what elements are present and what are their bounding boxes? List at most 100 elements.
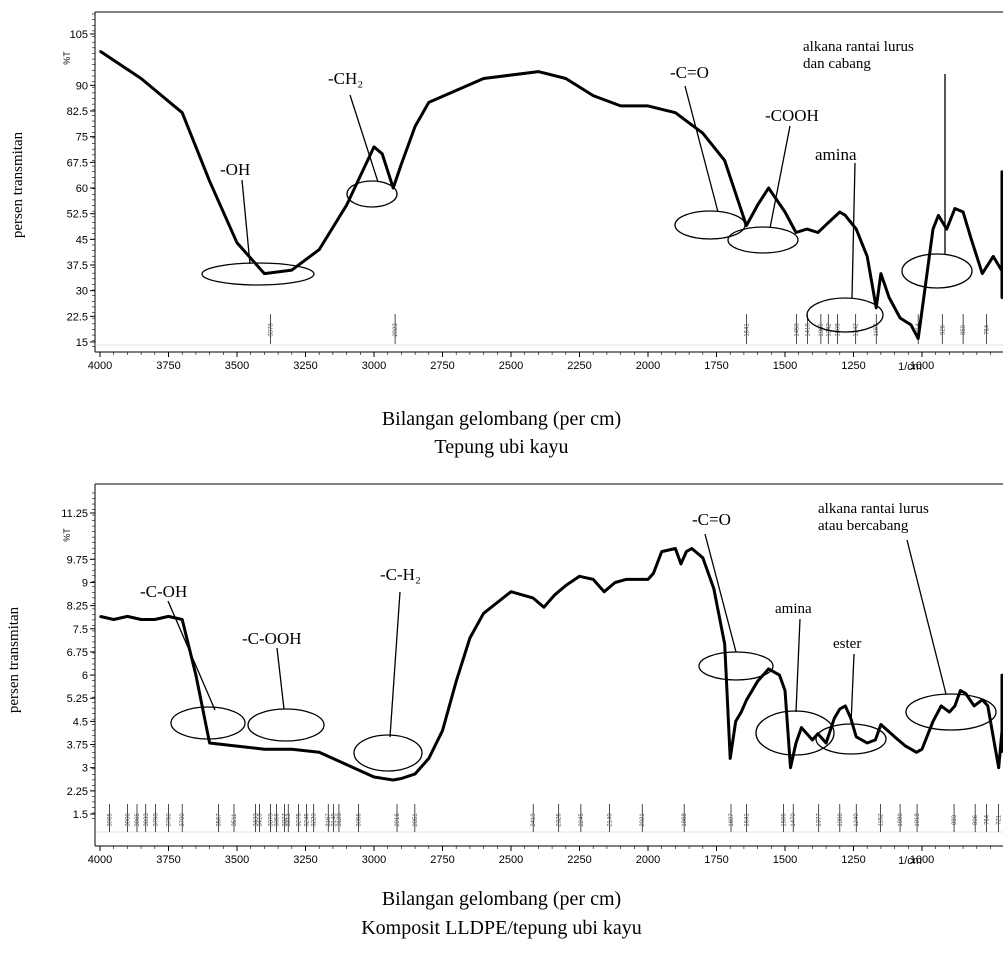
bottom-x-ticks: 4000 3750 3500 3250 3000 2750 2500 2250 2000 1750… bbox=[88, 846, 991, 866]
spectrum-point bbox=[510, 590, 512, 593]
y-tick-label: 2.25 bbox=[67, 786, 88, 798]
spectrum-point bbox=[469, 637, 471, 639]
spectrum-point bbox=[263, 272, 266, 275]
annotation-leader-ch2 bbox=[349, 94, 379, 183]
spectrum-point bbox=[888, 296, 890, 299]
x-tick-label: 1250 bbox=[841, 854, 865, 866]
spectrum-point bbox=[874, 739, 877, 741]
peak-label: 1641 bbox=[744, 323, 750, 337]
x-tick-label: 3500 bbox=[225, 360, 249, 372]
spectrum-point bbox=[195, 674, 197, 676]
y-tick-label: 4.5 bbox=[73, 716, 88, 728]
spectrum-point bbox=[713, 587, 715, 590]
spectrum-point bbox=[767, 187, 770, 189]
annotation-ellipse-cooh bbox=[727, 226, 799, 254]
peak-label: 1641 bbox=[744, 813, 750, 827]
spectrum-point bbox=[99, 615, 101, 618]
spectrum-point bbox=[839, 211, 841, 213]
spectrum-point bbox=[1001, 265, 1003, 268]
spectrum-point bbox=[723, 643, 726, 645]
spectrum-point bbox=[1001, 286, 1003, 289]
spectrum-point bbox=[1001, 708, 1003, 710]
spectrum-point bbox=[795, 742, 797, 744]
spectrum-point bbox=[910, 324, 912, 326]
peak-label: 1868 bbox=[682, 813, 688, 827]
spectrum-point bbox=[674, 547, 677, 550]
spectrum-point bbox=[880, 272, 882, 275]
x-tick-label: 1000 bbox=[910, 854, 934, 866]
spectrum-point bbox=[844, 214, 847, 217]
spectrum-point bbox=[904, 745, 907, 747]
peak-label: 3965 bbox=[108, 813, 114, 827]
x-tick-label: 2000 bbox=[636, 360, 660, 372]
spectrum-point bbox=[932, 228, 934, 230]
spectrum-point bbox=[745, 224, 748, 227]
peak-label: 1418 bbox=[805, 323, 811, 337]
peak-label: 1506 bbox=[781, 813, 787, 827]
x-tick-label: 2250 bbox=[567, 854, 591, 866]
peak-label: 2851 bbox=[413, 813, 419, 827]
spectrum-point bbox=[400, 777, 403, 780]
peak-label: 806 bbox=[973, 814, 979, 825]
y-tick-label: 67.5 bbox=[67, 157, 88, 169]
spectrum-point bbox=[921, 748, 923, 750]
spectrum-point bbox=[875, 307, 877, 309]
annotation-ellipse-amina-b bbox=[755, 710, 835, 756]
spectrum-point bbox=[691, 547, 693, 550]
x-tick-label: 2750 bbox=[430, 360, 454, 372]
spectrum-point bbox=[923, 289, 926, 292]
spectrum-point bbox=[208, 742, 211, 744]
y-tick-label: 5.25 bbox=[67, 693, 88, 705]
peak-label: 2326 bbox=[557, 813, 563, 827]
spectrum-point bbox=[140, 77, 142, 80]
peak-label: 883 bbox=[952, 814, 958, 825]
peak-label: 1152 bbox=[878, 813, 884, 827]
spectrum-point bbox=[619, 105, 622, 107]
annotation-ellipse-oh bbox=[201, 262, 315, 286]
annotation-leader-amina bbox=[851, 162, 856, 299]
spectrum-point bbox=[723, 159, 726, 162]
spectrum-point bbox=[392, 779, 395, 781]
spectrum-point bbox=[1001, 289, 1003, 292]
spectrum-point bbox=[126, 615, 129, 618]
spectrum-point bbox=[962, 211, 964, 213]
spectrum-point bbox=[345, 763, 348, 766]
spectrum-point bbox=[652, 572, 655, 574]
spectrum-point bbox=[537, 70, 540, 73]
spectrum-point bbox=[482, 612, 485, 615]
spectrum-point bbox=[828, 221, 830, 223]
peak-label: 1242 bbox=[854, 323, 860, 337]
annotation-label-cooh: -COOH bbox=[765, 106, 819, 125]
peak-label: 3167 bbox=[326, 813, 332, 827]
y-tick-label: 3.75 bbox=[67, 740, 88, 752]
x-tick-label: 2000 bbox=[636, 854, 660, 866]
peak-label: 1308 bbox=[836, 323, 842, 337]
spectrum-point bbox=[866, 255, 868, 258]
peak-label: 3056 bbox=[357, 813, 363, 827]
y-tick-label: 90 bbox=[76, 80, 88, 92]
annotation-label-co: -C=O bbox=[670, 63, 709, 82]
spectrum-point bbox=[373, 146, 375, 148]
peak-label: 3128 bbox=[337, 813, 343, 827]
spectrum-point bbox=[428, 101, 430, 104]
spectrum-point bbox=[543, 606, 545, 608]
peak-label: 3511 bbox=[232, 813, 238, 827]
peak-label: 1240 bbox=[854, 813, 860, 827]
spectrum-point bbox=[945, 228, 948, 230]
spectrum-point bbox=[959, 689, 962, 692]
spectrum-line bbox=[99, 49, 1003, 341]
peak-label: 2140 bbox=[608, 813, 614, 827]
spectrum-point bbox=[181, 618, 183, 621]
y-tick-label: 22.5 bbox=[67, 311, 88, 323]
spectrum-point bbox=[603, 590, 605, 593]
spectrum-point bbox=[954, 207, 956, 210]
x-tick-label: 2500 bbox=[499, 854, 523, 866]
spectrum-point bbox=[373, 776, 375, 778]
annotation-leader-oh bbox=[241, 179, 251, 265]
spectrum-point bbox=[917, 337, 919, 340]
annotation-label-alkana-1: alkana rantai lurus bbox=[803, 39, 914, 55]
spectrum-point bbox=[381, 153, 384, 155]
annotation-leader-co bbox=[684, 85, 719, 213]
peak-label: 1369 bbox=[819, 323, 825, 337]
spectrum-point bbox=[893, 736, 896, 738]
